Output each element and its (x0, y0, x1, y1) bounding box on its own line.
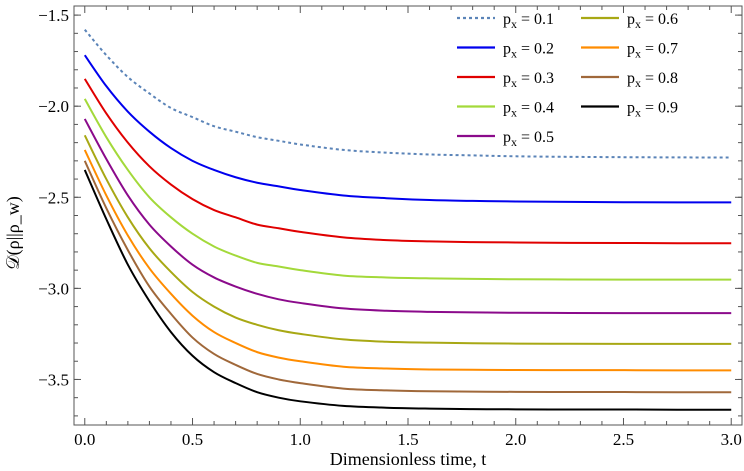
legend-label-7: px = 0.7 (627, 41, 678, 61)
series-line-8 (83, 160, 732, 394)
y-tick-label: −1.5 (38, 6, 69, 25)
legend-label-4: px = 0.4 (503, 100, 554, 120)
legend-label-9: px = 0.9 (627, 100, 678, 120)
legend-label-8: px = 0.8 (627, 70, 678, 90)
series-line-2 (83, 54, 732, 204)
x-tick-label: 0.5 (182, 430, 203, 449)
y-tick-label: −2.0 (38, 97, 69, 116)
axis-ticks: 0.0 0.5 1.0 1.5 2.0 2.5 3.0 −3.5 −3.0 −2.5 −2.0 −1.… (38, 6, 742, 449)
y-tick-label: −3.0 (38, 279, 69, 298)
x-tick-label: 0.0 (74, 430, 95, 449)
series-line-4 (83, 98, 732, 281)
y-tick-label: −3.5 (38, 370, 69, 389)
legend-label-2: px = 0.2 (503, 41, 554, 61)
plot-frame (73, 5, 743, 426)
x-tick-label: 1.5 (397, 430, 418, 449)
plot-border (73, 5, 743, 426)
series-line-6 (83, 134, 732, 345)
series-line-9 (83, 169, 732, 411)
y-axis-title: 𝒟(ρ||ρ_w) (3, 196, 24, 270)
series-line-1 (84, 29, 732, 159)
legend-label-5: px = 0.5 (503, 129, 554, 149)
x-tick-label: 2.5 (613, 430, 634, 449)
y-tick-label: −2.5 (38, 188, 69, 207)
series-line-5 (83, 118, 732, 315)
x-axis-title: Dimensionless time, t (330, 449, 487, 469)
legend-label-3: px = 0.3 (503, 70, 554, 90)
series-line-3 (83, 78, 732, 245)
x-tick-label: 3.0 (721, 430, 742, 449)
legend-label-1: px = 0.1 (503, 11, 554, 31)
legend-label-6: px = 0.6 (627, 11, 678, 31)
legend: px = 0.1 px = 0.2 px = 0.3 px = 0.4 px = 0.5… (457, 11, 678, 149)
x-tick-label: 2.0 (505, 430, 526, 449)
series-lines (83, 29, 732, 411)
x-tick-label: 1.0 (290, 430, 311, 449)
series-line-7 (83, 149, 732, 372)
